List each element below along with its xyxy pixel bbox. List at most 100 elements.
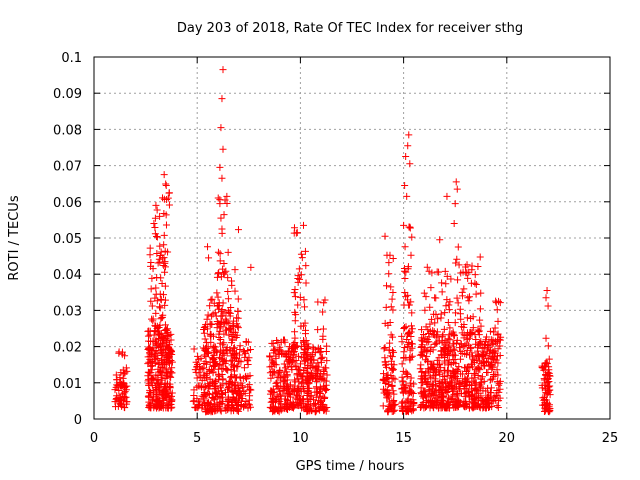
data-point <box>451 402 459 410</box>
data-point <box>316 389 324 397</box>
data-point <box>418 341 426 349</box>
data-point <box>192 368 200 376</box>
y-axis-title: ROTI / TECUs <box>7 195 22 280</box>
x-tick-labels: 0 5 10 15 20 25 <box>90 431 618 446</box>
data-point <box>245 354 253 362</box>
data-point <box>158 360 166 368</box>
data-point <box>418 400 426 408</box>
data-point <box>161 393 169 401</box>
data-point <box>153 249 161 257</box>
data-point <box>446 336 454 344</box>
data-point <box>400 301 408 309</box>
data-point <box>456 355 464 363</box>
data-point <box>289 404 297 412</box>
data-point <box>149 315 157 323</box>
data-point <box>540 395 548 403</box>
data-point <box>144 392 152 400</box>
data-point <box>446 298 454 306</box>
data-point <box>496 385 504 393</box>
data-point <box>420 394 428 402</box>
data-point <box>386 398 394 406</box>
data-point <box>297 322 305 330</box>
grid-lines <box>94 57 610 419</box>
data-point <box>417 336 425 344</box>
data-point <box>401 288 409 296</box>
data-point <box>460 364 468 372</box>
data-point <box>470 356 478 364</box>
data-point <box>386 318 394 326</box>
data-point <box>545 383 553 391</box>
data-point <box>452 359 460 367</box>
data-point <box>446 324 454 332</box>
data-point <box>422 293 430 301</box>
x-tick-label: 0 <box>90 431 98 446</box>
data-point <box>423 380 431 388</box>
data-point <box>234 307 242 315</box>
data-point <box>192 358 200 366</box>
data-point <box>457 379 465 387</box>
data-point <box>268 362 276 370</box>
data-point <box>120 370 128 378</box>
data-point <box>453 336 461 344</box>
data-point <box>223 200 231 208</box>
data-point <box>321 393 329 401</box>
data-point <box>277 382 285 390</box>
data-point <box>223 346 231 354</box>
data-point <box>447 381 455 389</box>
data-point <box>388 407 396 415</box>
data-point <box>270 403 278 411</box>
data-point <box>488 375 496 383</box>
data-point <box>460 323 468 331</box>
data-point <box>454 243 462 251</box>
data-point <box>423 347 431 355</box>
data-point <box>221 269 229 277</box>
data-point <box>404 329 412 337</box>
data-point <box>457 340 465 348</box>
data-point <box>234 314 242 322</box>
data-point <box>389 347 397 355</box>
y-tick-label: 0.08 <box>53 123 82 138</box>
data-point <box>399 406 407 414</box>
data-point <box>162 221 170 229</box>
data-point <box>542 294 550 302</box>
data-point <box>390 348 398 356</box>
data-point <box>217 214 225 222</box>
data-point <box>115 348 123 356</box>
data-point <box>407 298 415 306</box>
data-point <box>432 382 440 390</box>
data-point <box>276 391 284 399</box>
data-point <box>448 382 456 390</box>
data-point <box>455 344 463 352</box>
data-point <box>425 267 433 275</box>
data-point <box>450 332 458 340</box>
data-point <box>229 393 237 401</box>
data-point <box>453 294 461 302</box>
data-point <box>116 374 124 382</box>
data-point <box>436 381 444 389</box>
data-point <box>221 320 229 328</box>
data-point <box>304 377 312 385</box>
data-point <box>236 387 244 395</box>
data-point <box>150 220 158 228</box>
data-point <box>379 375 387 383</box>
data-point <box>389 365 397 373</box>
data-point <box>155 255 163 263</box>
data-point <box>271 404 279 412</box>
data-point <box>447 275 455 283</box>
data-point <box>200 393 208 401</box>
data-point <box>542 359 550 367</box>
data-point <box>273 378 281 386</box>
data-point <box>485 349 493 357</box>
data-point <box>234 362 242 370</box>
data-point <box>205 254 213 262</box>
data-point <box>322 377 330 385</box>
data-point <box>388 295 396 303</box>
data-point <box>203 339 211 347</box>
data-point <box>423 263 431 271</box>
data-point <box>278 349 286 357</box>
data-point <box>443 366 451 374</box>
data-point <box>213 348 221 356</box>
data-point <box>159 402 167 410</box>
data-point <box>295 265 303 273</box>
data-point <box>227 365 235 373</box>
